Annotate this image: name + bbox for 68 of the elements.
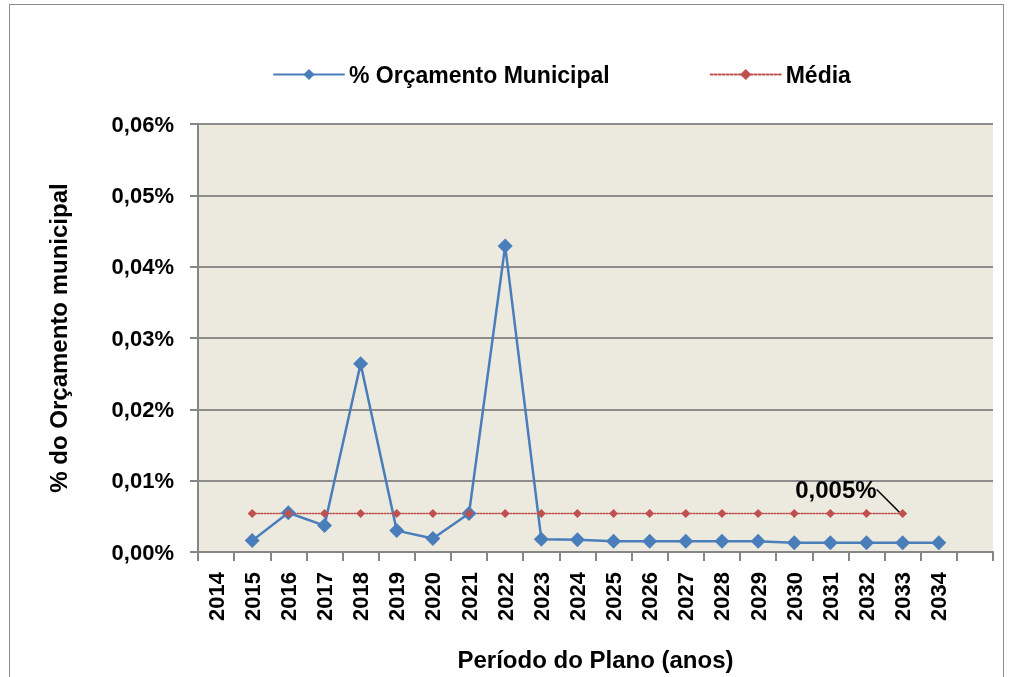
y-tick-label: 0,00% bbox=[111, 539, 174, 565]
y-tick-label: 0,03% bbox=[111, 325, 174, 351]
x-tick-label: 2025 bbox=[601, 572, 627, 621]
point bbox=[642, 533, 658, 549]
x-tick-label: 2034 bbox=[926, 571, 952, 621]
point bbox=[569, 532, 585, 548]
point bbox=[392, 508, 402, 518]
point bbox=[714, 533, 730, 549]
legend-label: % Orçamento Municipal bbox=[349, 61, 610, 88]
y-tick-label: 0,04% bbox=[111, 254, 174, 280]
x-axis-title: Período do Plano (anos) bbox=[457, 645, 734, 673]
x-tick-label: 2017 bbox=[311, 572, 337, 621]
point bbox=[786, 535, 802, 551]
point bbox=[244, 533, 260, 549]
point bbox=[316, 518, 332, 534]
point bbox=[609, 508, 619, 518]
x-tick-label: 2018 bbox=[348, 572, 374, 621]
y-tick-label: 0,06% bbox=[111, 111, 174, 137]
x-tick-label: 2022 bbox=[492, 572, 518, 621]
point bbox=[353, 356, 369, 372]
point bbox=[825, 508, 835, 518]
point bbox=[895, 535, 911, 551]
point bbox=[898, 508, 908, 518]
point bbox=[572, 508, 582, 518]
point bbox=[389, 523, 405, 539]
point bbox=[606, 533, 622, 549]
point bbox=[533, 531, 549, 547]
x-tick-label: 2023 bbox=[528, 572, 554, 621]
point bbox=[497, 238, 513, 254]
x-tick-label: 2027 bbox=[673, 572, 699, 621]
point bbox=[931, 535, 947, 551]
point bbox=[753, 508, 763, 518]
annotation: 0,005% bbox=[795, 475, 877, 503]
point bbox=[356, 508, 366, 518]
point bbox=[645, 508, 655, 518]
x-tick-label: 2028 bbox=[709, 572, 735, 621]
point bbox=[319, 508, 329, 518]
point bbox=[789, 508, 799, 518]
x-tick-label: 2016 bbox=[275, 572, 301, 621]
x-tick-label: 2021 bbox=[456, 572, 482, 621]
point bbox=[822, 535, 838, 551]
point bbox=[247, 508, 257, 518]
legend-label: Média bbox=[785, 61, 852, 88]
point bbox=[681, 508, 691, 518]
point bbox=[862, 508, 872, 518]
x-tick-label: 2015 bbox=[239, 572, 265, 621]
x-tick-label: 2019 bbox=[384, 572, 410, 621]
y-axis-title: % do Orçamento municipal bbox=[44, 183, 72, 493]
point bbox=[536, 508, 546, 518]
point bbox=[750, 533, 766, 549]
point bbox=[717, 508, 727, 518]
x-tick-label: 2033 bbox=[890, 572, 916, 621]
point bbox=[500, 508, 510, 518]
x-tick-label: 2024 bbox=[564, 571, 590, 621]
x-tick-label: 2030 bbox=[781, 572, 807, 621]
y-tick-label: 0,01% bbox=[111, 468, 174, 494]
x-tick-label: 2026 bbox=[637, 572, 663, 621]
x-tick-label: 2029 bbox=[745, 572, 771, 621]
point bbox=[678, 533, 694, 549]
y-tick-label: 0,02% bbox=[111, 396, 174, 422]
x-tick-label: 2014 bbox=[203, 571, 229, 621]
point bbox=[425, 530, 441, 546]
y-tick-label: 0,05% bbox=[111, 182, 174, 208]
x-tick-label: 2020 bbox=[420, 572, 446, 621]
x-tick-label: 2031 bbox=[817, 572, 843, 621]
x-tick-label: 2032 bbox=[854, 572, 880, 621]
point bbox=[859, 535, 875, 551]
point bbox=[428, 508, 438, 518]
